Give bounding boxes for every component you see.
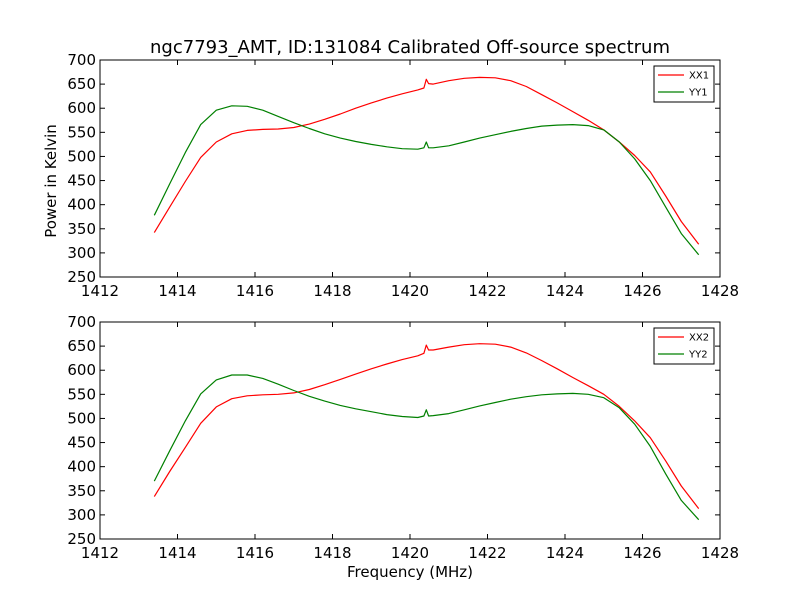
x-tick-label: 1414	[158, 282, 196, 300]
x-tick-label: 1416	[236, 544, 274, 562]
x-tick-label: 1418	[313, 282, 351, 300]
legend-box	[653, 65, 715, 103]
x-tick-label: 1424	[546, 282, 584, 300]
y-tick-label: 300	[67, 506, 96, 524]
x-tick-label: 1416	[236, 282, 274, 300]
x-tick-label: 1422	[468, 282, 506, 300]
y-tick-label: 400	[67, 458, 96, 476]
legend-label: XX2	[689, 333, 709, 344]
y-tick-label: 700	[67, 313, 96, 331]
y-tick-label: 350	[67, 220, 96, 238]
y-tick-label: 650	[67, 337, 96, 355]
y-axis-label: Power in Kelvin	[42, 124, 60, 238]
y-tick-label: 250	[67, 268, 96, 286]
y-tick-label: 300	[67, 244, 96, 262]
y-tick-label: 600	[67, 361, 96, 379]
y-tick-label: 500	[67, 409, 96, 427]
legend-box	[653, 327, 715, 365]
x-tick-label: 1418	[313, 544, 351, 562]
legend: XX1 YY1	[653, 65, 715, 103]
x-tick-label: 1412	[81, 282, 119, 300]
x-tick-label: 1412	[81, 544, 119, 562]
y-tick-label: 500	[67, 147, 96, 165]
legend-label: YY2	[688, 350, 708, 361]
y-tick-label: 550	[67, 123, 96, 141]
bottom-plot-panel: 1412 1414 1416 1418 1420 1422 1424 1426 1428 250 3…	[67, 313, 739, 562]
chart-title: ngc7793_AMT, ID:131084 Calibrated Off-so…	[150, 37, 670, 58]
y-tick-label: 250	[67, 530, 96, 548]
x-tick-label: 1422	[468, 544, 506, 562]
plot-frame	[99, 321, 721, 540]
y-tick-label: 450	[67, 434, 96, 452]
x-tick-label: 1426	[623, 544, 661, 562]
plot-frame	[99, 59, 721, 278]
y-tick-label: 600	[67, 99, 96, 117]
legend-label: XX1	[689, 71, 709, 82]
x-tick-label: 1428	[701, 282, 739, 300]
x-tick-label: 1420	[391, 282, 429, 300]
top-plot-panel: 1412 1414 1416 1418 1420 1422 1424 1426 1428 250 3…	[67, 51, 739, 300]
y-tick-label: 450	[67, 172, 96, 190]
y-tick-label: 550	[67, 385, 96, 403]
x-tick-label: 1414	[158, 544, 196, 562]
x-tick-label: 1424	[546, 544, 584, 562]
series-line-xx2	[153, 343, 700, 509]
y-tick-label: 650	[67, 75, 96, 93]
x-axis-label: Frequency (MHz)	[347, 563, 473, 581]
y-tick-label: 350	[67, 482, 96, 500]
y-tick-label: 700	[67, 51, 96, 69]
x-tick-label: 1420	[391, 544, 429, 562]
series-line-yy1	[153, 105, 700, 256]
series-line-xx1	[153, 76, 700, 245]
x-tick-label: 1428	[701, 544, 739, 562]
x-tick-label: 1426	[623, 282, 661, 300]
legend-label: YY1	[688, 88, 708, 99]
y-tick-label: 400	[67, 196, 96, 214]
legend: XX2 YY2	[653, 327, 715, 365]
series-line-yy2	[153, 374, 700, 521]
